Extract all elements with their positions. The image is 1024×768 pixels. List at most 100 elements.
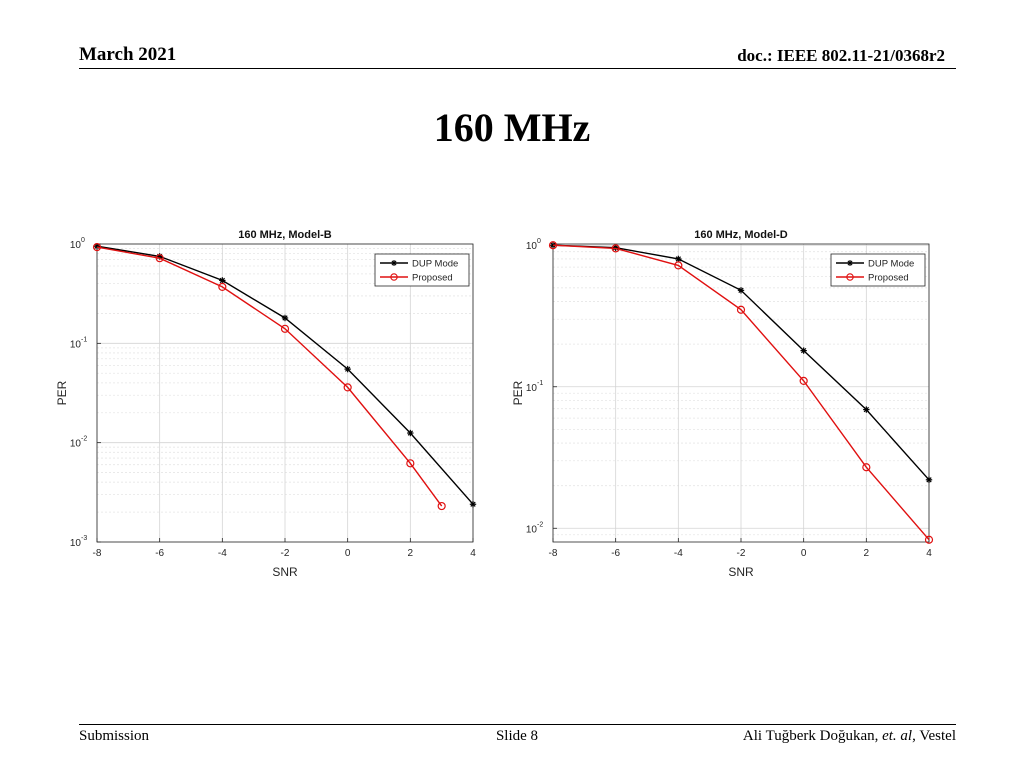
legend-box xyxy=(830,253,926,287)
y-tick-label-exponent: -3 xyxy=(81,535,87,542)
x-tick-label: 2 xyxy=(864,548,870,559)
y-tick-label-base: 10 xyxy=(70,439,82,450)
data-point xyxy=(469,501,477,508)
data-point xyxy=(862,463,871,472)
grid xyxy=(552,244,930,542)
y-tick-label-exponent: -1 xyxy=(81,336,87,343)
chart-title: 160 MHz, Model-B xyxy=(238,229,332,241)
marker-stroke xyxy=(470,501,476,507)
y-tick-label-exponent: 0 xyxy=(537,238,541,245)
data-point xyxy=(218,282,227,291)
header-divider xyxy=(79,68,956,69)
header-doc-id: doc.: IEEE 802.11-21/0368r2 xyxy=(737,46,945,65)
data-point xyxy=(343,383,352,392)
x-tick-label: 4 xyxy=(926,548,932,559)
slide-title: 160 MHz xyxy=(433,105,591,150)
legend-item: Proposed xyxy=(836,273,909,284)
y-tick-label-base: 10 xyxy=(526,383,538,394)
legend-marker xyxy=(391,260,397,266)
data-point xyxy=(736,305,746,314)
y-tick-label-base: 10 xyxy=(526,241,538,252)
y-tick-label-base: 10 xyxy=(526,524,538,535)
data-point xyxy=(281,314,289,322)
footer-author-etal: et. al xyxy=(882,728,913,744)
marker-stroke xyxy=(926,477,932,483)
data-point xyxy=(344,365,351,373)
legend-label: DUP Mode xyxy=(868,259,914,270)
legend-item: DUP Mode xyxy=(836,259,914,270)
x-tick-label: 2 xyxy=(408,548,414,559)
data-point xyxy=(924,535,934,544)
x-tick-label: 0 xyxy=(801,548,807,559)
data-point xyxy=(863,406,870,413)
data-point xyxy=(407,429,414,437)
legend-item: Proposed xyxy=(380,273,453,284)
chart-model-d: -8 -6 -4 -2 0 2 4 10 -2 10 -1 10 0 160 MHz, Model-D SN… xyxy=(500,220,960,590)
series-proposed xyxy=(92,243,446,511)
y-tick-label-exponent: 0 xyxy=(81,237,85,244)
data-point xyxy=(800,347,807,354)
marker-stroke xyxy=(675,256,681,262)
legend-label: Proposed xyxy=(868,273,909,284)
marker-stroke xyxy=(801,347,807,354)
y-tick-label-base: 10 xyxy=(70,538,82,549)
y-tick-label-exponent: -2 xyxy=(81,436,87,443)
data-point xyxy=(737,287,745,294)
x-tick-label: -4 xyxy=(218,548,227,559)
series-line xyxy=(552,244,930,541)
y-axis-label: PER xyxy=(55,380,69,405)
marker-stroke xyxy=(282,315,288,321)
data-point xyxy=(437,501,446,511)
y-axis-label: PER xyxy=(511,380,525,405)
y-tick-label-exponent: -2 xyxy=(537,521,543,528)
y-tick-label-exponent: -1 xyxy=(537,380,543,387)
data-point xyxy=(219,277,226,284)
data-point xyxy=(675,255,682,263)
marker-stroke xyxy=(94,243,100,249)
chart-title: 160 MHz, Model-D xyxy=(694,229,788,241)
x-tick-label: 4 xyxy=(470,548,476,559)
x-tick-label: -2 xyxy=(737,548,746,559)
legend-marker xyxy=(846,273,854,281)
y-tick-label-base: 10 xyxy=(70,240,82,251)
legend-marker xyxy=(847,260,853,266)
footer-submission: Submission xyxy=(79,728,150,744)
header-date: March 2021 xyxy=(79,44,177,65)
footer-author-name: Ali Tuğberk Doğukan, xyxy=(742,728,883,744)
footer-author-org: , Vestel xyxy=(912,728,956,744)
x-axis-label: SNR xyxy=(728,565,754,579)
data-point xyxy=(406,459,415,468)
x-tick-label: -8 xyxy=(549,548,558,559)
footer-author: Ali Tuğberk Doğukan, et. al, Vestel xyxy=(743,728,956,745)
marker-stroke xyxy=(863,406,869,413)
x-tick-label: -8 xyxy=(93,548,102,559)
chart-model-b: -8 -6 -4 -2 0 2 4 10 -3 10 -2 10 -1 10 0 160 MHz, Model… xyxy=(44,220,504,590)
footer-slide-number: Slide 8 xyxy=(495,728,539,744)
legend-marker xyxy=(390,273,398,281)
x-tick-label: -4 xyxy=(674,548,683,559)
legend-item: DUP Mode xyxy=(380,259,458,270)
x-tick-label: -6 xyxy=(611,548,620,559)
marker-stroke xyxy=(738,287,744,293)
x-tick-label: 0 xyxy=(345,548,351,559)
legend-box xyxy=(374,253,470,287)
data-point xyxy=(92,243,102,252)
data-point xyxy=(611,244,620,253)
legend-label: DUP Mode xyxy=(412,259,458,270)
marker-stroke xyxy=(345,366,351,372)
data-point xyxy=(155,254,164,263)
x-axis-label: SNR xyxy=(272,565,298,579)
data-point xyxy=(925,476,933,484)
legend: DUP Mode Proposed xyxy=(374,253,470,287)
x-tick-label: -6 xyxy=(155,548,164,559)
legend: DUP Mode Proposed xyxy=(830,253,926,287)
x-tick-label: -2 xyxy=(281,548,290,559)
marker-stroke xyxy=(407,430,413,436)
footer-divider xyxy=(79,724,956,725)
legend-label: Proposed xyxy=(412,273,453,284)
data-point xyxy=(799,376,808,385)
marker-stroke xyxy=(219,277,225,284)
data-point xyxy=(548,241,558,250)
